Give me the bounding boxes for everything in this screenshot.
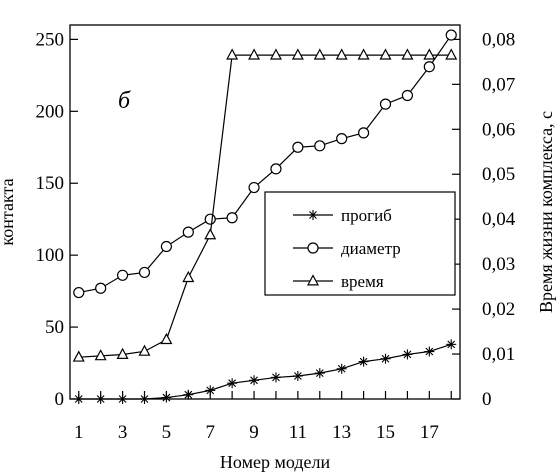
triangle-marker xyxy=(204,228,217,240)
triangle-marker xyxy=(313,48,326,60)
triangle-marker xyxy=(160,332,173,345)
circle-marker xyxy=(160,240,173,253)
x-tick-label: 17 xyxy=(420,422,439,443)
y-left-tick-label: 200 xyxy=(36,101,65,122)
asterisk-marker xyxy=(380,353,391,364)
legend-box xyxy=(264,191,456,296)
y-left-tick-label: 100 xyxy=(36,245,65,266)
y-right-tick-label: 0,07 xyxy=(482,74,515,95)
asterisk-marker xyxy=(292,370,303,381)
circle-marker xyxy=(182,226,194,238)
x-tick-label: 5 xyxy=(162,422,172,443)
x-tick-label: 13 xyxy=(332,422,351,443)
asterisk-marker xyxy=(183,389,194,400)
asterisk-marker xyxy=(270,372,281,383)
circle-marker xyxy=(95,282,107,294)
plot-border xyxy=(69,24,461,400)
circle-marker xyxy=(292,141,304,153)
y-right-tick-label: 0,01 xyxy=(482,344,515,365)
y-left-tick-label: 50 xyxy=(45,317,64,338)
series-2 xyxy=(73,29,457,299)
y-left-tick-label: 0 xyxy=(55,389,65,410)
circle-marker xyxy=(138,266,151,279)
x-tick-label: 15 xyxy=(376,422,395,443)
triangle-marker xyxy=(291,48,304,60)
asterisk-marker xyxy=(424,346,435,357)
legend-label: диаметр xyxy=(341,239,401,258)
x-tick-label: 9 xyxy=(249,422,259,443)
circle-marker xyxy=(336,133,348,145)
asterisk-marker xyxy=(117,394,128,404)
asterisk-marker xyxy=(446,339,457,350)
triangle-marker xyxy=(445,48,458,60)
triangle-marker xyxy=(182,270,195,283)
circle-marker xyxy=(270,163,282,175)
asterisk-marker xyxy=(249,375,260,386)
asterisk-marker xyxy=(358,356,369,367)
x-tick-label: 3 xyxy=(118,422,128,443)
x-tick-label: 11 xyxy=(289,422,307,443)
asterisk-marker xyxy=(161,392,172,403)
asterisk-marker xyxy=(336,363,347,374)
y-right-tick-label: 0,05 xyxy=(482,164,515,185)
circle-marker xyxy=(116,269,129,281)
asterisk-marker xyxy=(402,349,413,360)
triangle-marker xyxy=(379,48,392,60)
legend-label: прогиб xyxy=(341,206,392,225)
x-tick-label: 7 xyxy=(205,422,215,443)
series-layer xyxy=(72,29,458,404)
triangle-marker xyxy=(335,48,348,60)
series-1 xyxy=(73,339,457,404)
asterisk-marker xyxy=(139,394,150,404)
asterisk-marker xyxy=(227,378,238,389)
asterisk-marker xyxy=(308,210,318,220)
triangle-marker xyxy=(357,48,370,60)
circle-marker xyxy=(73,286,85,299)
triangle-marker xyxy=(306,274,320,286)
circle-marker xyxy=(314,140,326,152)
y-axis-label-right: Время жизни комплекса, с xyxy=(536,111,556,313)
circle-marker xyxy=(445,29,457,41)
y-left-tick-label: 150 xyxy=(36,173,65,194)
triangle-marker xyxy=(248,48,261,60)
circle-marker xyxy=(357,127,370,139)
legend-label: время xyxy=(341,272,384,291)
asterisk-marker xyxy=(205,385,216,396)
circle-marker xyxy=(226,212,238,224)
triangle-marker xyxy=(72,350,85,362)
asterisk-marker xyxy=(73,394,84,404)
y-right-tick-label: 0 xyxy=(482,389,492,410)
y-right-tick-label: 0,03 xyxy=(482,254,515,275)
y-right-tick-label: 0,02 xyxy=(482,299,515,320)
triangle-marker xyxy=(401,48,414,60)
triangle-marker xyxy=(226,48,239,60)
triangle-marker xyxy=(94,349,107,361)
asterisk-marker xyxy=(314,368,325,379)
triangle-marker xyxy=(116,347,129,359)
circle-marker xyxy=(307,242,319,254)
triangle-marker xyxy=(138,344,151,356)
y-left-tick-label: 250 xyxy=(36,29,65,50)
asterisk-marker xyxy=(95,394,106,404)
triangle-marker xyxy=(269,48,282,60)
circle-marker xyxy=(204,213,216,225)
triangle-marker xyxy=(423,48,436,60)
right-axis: 0 0,01 0,02 0,03 0,04 0,05 0,06 0,07 0,08 xyxy=(452,29,516,410)
y-right-tick-label: 0,06 xyxy=(482,119,515,140)
y-right-tick-label: 0,08 xyxy=(482,29,515,50)
panel-label: б xyxy=(118,88,131,114)
legend: прогиб диаметр время xyxy=(264,191,456,296)
circle-marker xyxy=(423,61,435,73)
plot-area xyxy=(69,24,461,400)
y-axis-label-left: контакта xyxy=(0,178,17,245)
left-axis: 0 50 100 150 200 250 xyxy=(36,29,78,410)
circle-marker xyxy=(248,181,260,194)
x-axis-label: Номер модели xyxy=(220,452,331,472)
x-tick-label: 1 xyxy=(74,422,84,443)
y-right-tick-label: 0,04 xyxy=(482,209,516,230)
series-3 xyxy=(72,48,458,362)
circle-marker xyxy=(379,98,392,110)
circle-marker xyxy=(401,89,414,102)
